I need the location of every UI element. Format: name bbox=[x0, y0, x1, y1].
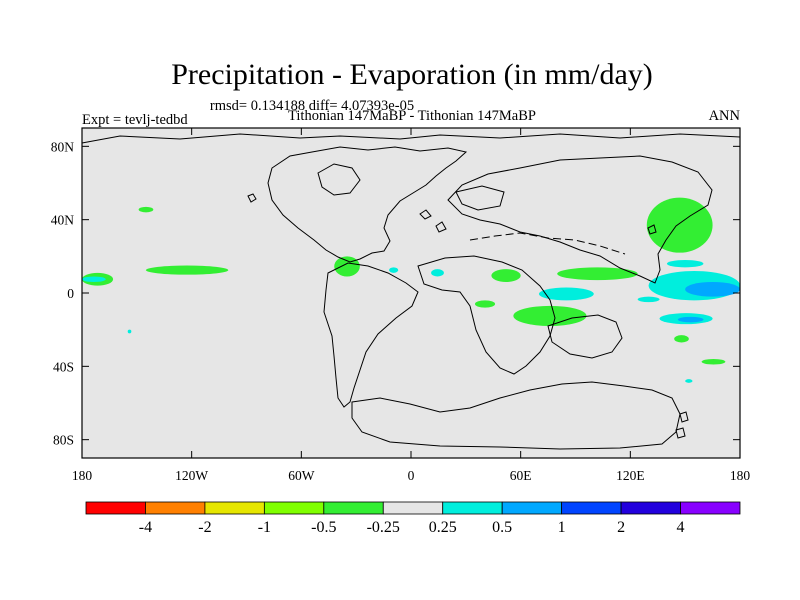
colorbar-label-2: -1 bbox=[258, 519, 271, 536]
anomaly-region-7 bbox=[431, 269, 444, 277]
center-label: Tithonian 147MaBP - Tithonian 147MaBP bbox=[288, 108, 536, 124]
x-tick-label-3: 0 bbox=[408, 468, 415, 483]
colorbar-box-0 bbox=[85, 501, 146, 515]
coastline-caspian bbox=[455, 185, 505, 211]
colorbar-box-5 bbox=[382, 501, 444, 515]
colorbar-label-3: -0.5 bbox=[311, 519, 336, 536]
colorbar-box-3 bbox=[263, 501, 325, 515]
colorbar-box-2 bbox=[204, 501, 265, 515]
x-tick-label-5: 120E bbox=[616, 468, 645, 483]
colorbar-label-9: 4 bbox=[677, 519, 685, 536]
anomaly-region-6 bbox=[389, 267, 399, 273]
right-label: ANN bbox=[709, 108, 741, 124]
x-tick-label-6: 180 bbox=[730, 468, 751, 483]
anomaly-region-4 bbox=[127, 329, 132, 334]
y-tick-label-2: 0 bbox=[67, 286, 74, 301]
anomaly-region-21 bbox=[701, 359, 726, 365]
coastline-hudson-sea bbox=[317, 163, 361, 196]
coastline-south-america bbox=[323, 262, 419, 408]
colorbar-box-7 bbox=[501, 501, 563, 515]
map-background bbox=[82, 128, 740, 458]
coastline-eurasia bbox=[447, 155, 713, 284]
anomaly-region-5 bbox=[334, 256, 360, 277]
x-tick-label-0: 180 bbox=[72, 468, 93, 483]
anomaly-region-10 bbox=[513, 305, 587, 326]
map-panel bbox=[81, 127, 741, 459]
colorbar-box-9 bbox=[620, 501, 681, 515]
anomaly-region-15 bbox=[666, 260, 704, 268]
anomaly-region-13 bbox=[557, 267, 638, 281]
anomaly-region-11 bbox=[538, 287, 594, 301]
y-tick-label-4: 80S bbox=[53, 433, 74, 448]
colorbar-label-0: -4 bbox=[139, 519, 152, 536]
colorbar-label-4: -0.25 bbox=[367, 519, 400, 536]
anomaly-region-14 bbox=[646, 197, 713, 253]
colorbar-label-8: 2 bbox=[617, 519, 625, 536]
coastlines bbox=[81, 133, 741, 450]
left-label: Expt = tevlj-tedbd bbox=[82, 112, 188, 128]
x-tick-label-1: 120W bbox=[175, 468, 208, 483]
y-tick-label-0: 80N bbox=[51, 139, 75, 154]
coastline-north-polar bbox=[81, 133, 741, 144]
coastline-africa bbox=[417, 255, 556, 375]
colorbar: -4 -2 -1 -0.5 -0.25 0.25 0.5 1 2 4 bbox=[85, 501, 741, 536]
anomaly-region-22 bbox=[685, 379, 693, 383]
colorbar-box-1 bbox=[145, 501, 206, 515]
colorbar-box-4 bbox=[323, 501, 384, 515]
anomaly-region-3 bbox=[138, 206, 154, 213]
x-tick-label-2: 60W bbox=[288, 468, 315, 483]
colorbar-box-8 bbox=[561, 501, 622, 515]
chart-title: Precipitation - Evaporation (in mm/day) bbox=[171, 58, 653, 91]
y-tick-label-1: 40N bbox=[51, 213, 75, 228]
anomaly-region-8 bbox=[491, 269, 521, 283]
colorbar-box-6 bbox=[442, 501, 503, 515]
colorbar-box-10 bbox=[680, 501, 741, 515]
anomaly-region-2 bbox=[145, 265, 229, 275]
colorbar-label-7: 1 bbox=[558, 519, 566, 536]
coastline-north-america bbox=[267, 146, 468, 263]
anomaly-region-12 bbox=[637, 296, 660, 303]
coastline-tethys-islands bbox=[469, 232, 626, 255]
anomaly-layer bbox=[82, 197, 740, 383]
anomaly-region-17 bbox=[685, 282, 740, 297]
anomaly-region-9 bbox=[474, 300, 496, 308]
y-axis: 80N 40N 0 40S 80S bbox=[51, 139, 740, 448]
stats-label: rmsd= 0.134188 diff= 4.07393e-05 bbox=[210, 98, 414, 114]
anomaly-region-20 bbox=[674, 335, 689, 343]
coastline-east-gondwana bbox=[547, 314, 623, 359]
anomaly-region-1 bbox=[82, 276, 106, 282]
coastline-antarctica bbox=[351, 381, 681, 450]
y-tick-label-3: 40S bbox=[53, 359, 74, 374]
colorbar-label-6: 0.5 bbox=[492, 519, 512, 536]
colorbar-label-5: 0.25 bbox=[429, 519, 457, 536]
colorbar-label-1: -2 bbox=[198, 519, 211, 536]
x-axis: 180 120W 60W 0 60E 120E 180 bbox=[72, 128, 751, 483]
anomaly-region-19 bbox=[677, 316, 704, 323]
coastline-small-islands bbox=[247, 193, 689, 439]
x-tick-label-4: 60E bbox=[510, 468, 532, 483]
